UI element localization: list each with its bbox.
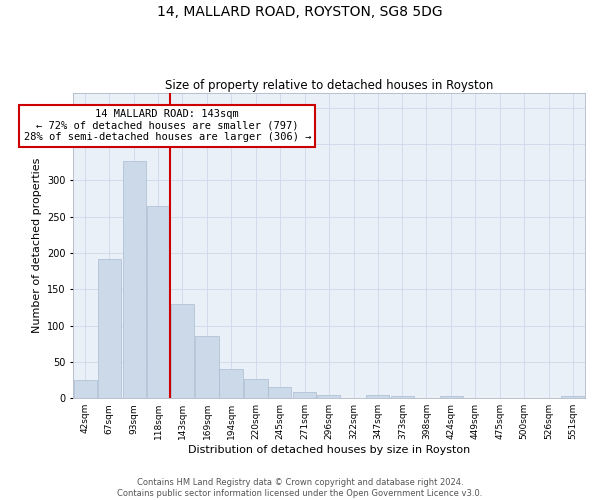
Bar: [391, 396, 414, 398]
Bar: [440, 396, 463, 398]
Text: Contains HM Land Registry data © Crown copyright and database right 2024.
Contai: Contains HM Land Registry data © Crown c…: [118, 478, 482, 498]
Bar: [74, 380, 97, 398]
Bar: [220, 369, 242, 398]
Bar: [146, 206, 170, 398]
Title: Size of property relative to detached houses in Royston: Size of property relative to detached ho…: [165, 79, 493, 92]
Bar: [196, 336, 218, 398]
X-axis label: Distribution of detached houses by size in Royston: Distribution of detached houses by size …: [188, 445, 470, 455]
Bar: [317, 394, 340, 398]
Bar: [170, 304, 194, 398]
Bar: [98, 259, 121, 398]
Bar: [366, 394, 389, 398]
Bar: [562, 396, 584, 398]
Bar: [122, 160, 146, 398]
Bar: [244, 378, 268, 398]
Y-axis label: Number of detached properties: Number of detached properties: [32, 158, 41, 334]
Bar: [293, 392, 316, 398]
Bar: [268, 388, 292, 398]
Text: 14, MALLARD ROAD, ROYSTON, SG8 5DG: 14, MALLARD ROAD, ROYSTON, SG8 5DG: [157, 5, 443, 19]
Text: 14 MALLARD ROAD: 143sqm
← 72% of detached houses are smaller (797)
28% of semi-d: 14 MALLARD ROAD: 143sqm ← 72% of detache…: [23, 109, 311, 142]
